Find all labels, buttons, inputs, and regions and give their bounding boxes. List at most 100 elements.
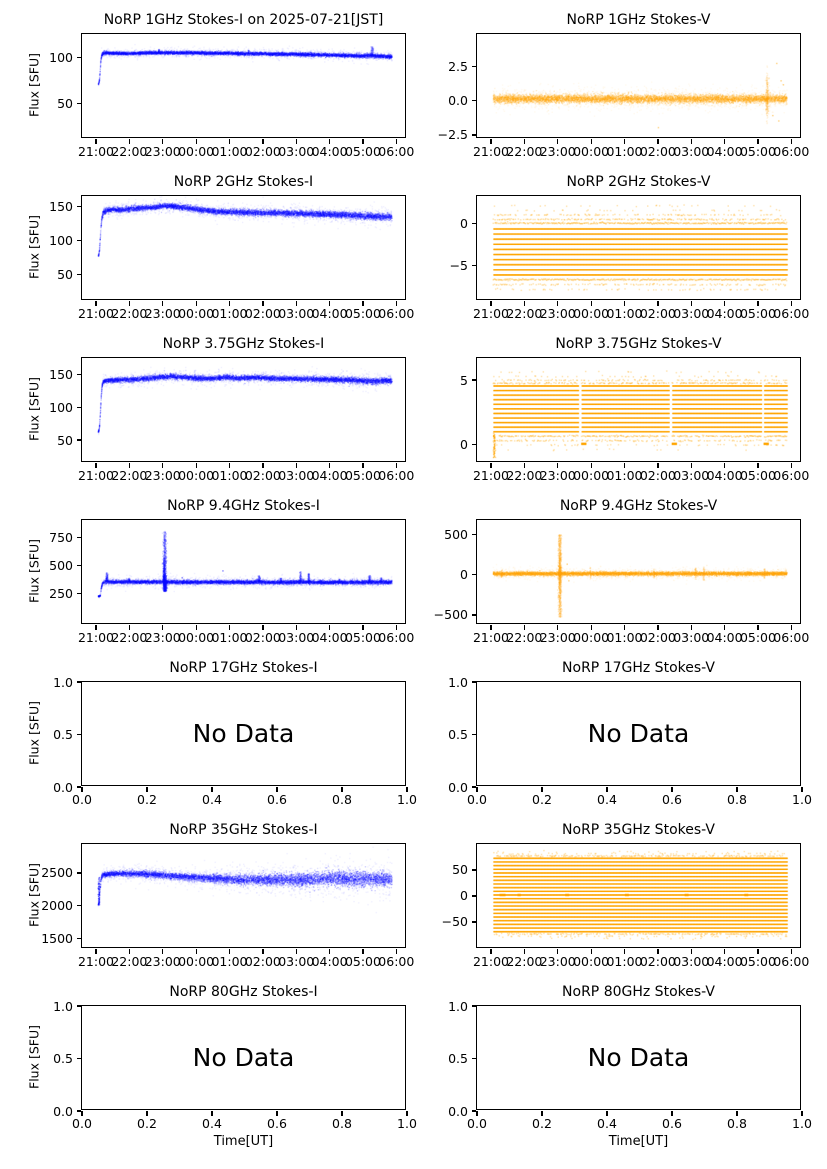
x-tick-mark	[476, 1111, 478, 1116]
y-tick-label: 0	[460, 888, 468, 904]
x-tick-label: 0.0	[467, 792, 487, 807]
y-tick-mark	[76, 406, 81, 408]
x-tick-mark	[623, 463, 626, 468]
y-tick-mark	[471, 614, 476, 616]
x-tick-label: 0.0	[72, 792, 92, 807]
y-tick-label: 0.0	[448, 93, 468, 109]
x-tick-mark	[228, 139, 231, 144]
y-tick-mark	[471, 379, 476, 381]
y-tick-mark	[471, 733, 476, 736]
x-tick-label: 05:00	[344, 954, 381, 969]
x-tick-mark	[657, 625, 659, 630]
x-tick-mark	[395, 949, 398, 954]
x-tick-label: 01:00	[211, 954, 248, 969]
x-tick-mark	[195, 301, 197, 306]
y-tick-mark	[76, 1005, 81, 1007]
x-tick-label: 06:00	[773, 306, 810, 321]
plot-canvas	[82, 520, 405, 623]
y-tick-mark	[471, 921, 476, 923]
x-tick-label: 04:00	[311, 954, 348, 969]
y-tick-mark	[76, 537, 81, 539]
x-tick-mark	[406, 1111, 408, 1116]
x-tick-label: 00:00	[573, 306, 610, 321]
y-tick-mark	[471, 134, 476, 136]
x-tick-mark	[623, 301, 626, 306]
plot-title: NoRP 9.4GHz Stokes-V	[559, 498, 718, 514]
y-tick-mark	[471, 681, 476, 683]
x-tick-mark	[490, 625, 492, 630]
subplot-norp-35ghz-stokes-i: NoRP 35GHz Stokes-I 2500 2000 1500 21:00 22:0…	[27, 822, 415, 969]
plot-title: NoRP 17GHz Stokes-I	[169, 660, 318, 676]
subplot-norp-9.4ghz-stokes-v: NoRP 9.4GHz Stokes-V 500 0 −500 21:00 22:00 23…	[434, 498, 810, 645]
subplot-norp-9.4ghz-stokes-i: NoRP 9.4GHz Stokes-I 750 500 250 21:00 22:00 2…	[27, 498, 415, 645]
x-tick-mark	[590, 301, 592, 306]
x-tick-mark	[395, 139, 398, 144]
x-tick-mark	[606, 1111, 608, 1116]
x-tick-label: 22:00	[506, 954, 543, 969]
x-tick-mark	[757, 463, 759, 468]
x-tick-label: 0.8	[332, 1116, 352, 1131]
x-tick-label: 04:00	[311, 306, 348, 321]
x-tick-mark	[757, 625, 759, 630]
x-tick-mark	[490, 949, 492, 954]
subplot-norp-3.75ghz-stokes-i: NoRP 3.75GHz Stokes-I 150 100 50 21:00 22:00 2…	[27, 336, 415, 483]
x-tick-mark	[262, 625, 264, 630]
y-tick-mark	[471, 223, 476, 225]
no-data-text: No Data	[192, 719, 295, 748]
x-tick-label: 0.8	[332, 792, 352, 807]
x-tick-label: 0.6	[662, 1116, 682, 1131]
plot-canvas	[82, 34, 405, 137]
x-tick-label: 03:00	[278, 954, 315, 969]
x-tick-mark	[128, 301, 131, 306]
y-tick-label: 150	[49, 366, 73, 382]
y-tick-label: 1.0	[53, 998, 73, 1014]
x-tick-mark	[623, 625, 626, 630]
subplot-norp-3.75ghz-stokes-v: NoRP 3.75GHz Stokes-V 5 0 21:00 22:00 23:00 00…	[460, 336, 809, 483]
x-tick-mark	[395, 463, 398, 468]
y-tick-mark	[471, 786, 476, 788]
x-tick-mark	[523, 139, 526, 144]
subplot-norp-35ghz-stokes-v: NoRP 35GHz Stokes-V 50 0 −50 21:00 22:00 23:00…	[442, 822, 810, 969]
y-tick-mark	[76, 1057, 81, 1060]
x-tick-mark	[790, 301, 793, 306]
x-tick-mark	[690, 139, 692, 144]
y-tick-label: 0.5	[53, 727, 73, 742]
x-tick-label: 21:00	[77, 144, 115, 159]
x-tick-mark	[606, 787, 608, 792]
plot-canvas	[82, 196, 405, 299]
y-tick-label: 2500	[41, 865, 73, 881]
x-tick-mark	[490, 463, 492, 468]
x-tick-mark	[657, 139, 659, 144]
x-tick-label: 23:00	[539, 306, 576, 321]
plot-title: NoRP 1GHz Stokes-I on 2025-07-21[JST]	[103, 12, 384, 28]
x-tick-mark	[523, 949, 526, 954]
plot-canvas	[82, 844, 405, 947]
x-tick-mark	[757, 301, 759, 306]
x-tick-label: 04:00	[311, 144, 348, 159]
plot-canvas	[82, 682, 405, 785]
y-tick-label: 0	[460, 216, 468, 232]
x-tick-mark	[523, 463, 526, 468]
x-tick-mark	[541, 787, 543, 792]
x-tick-mark	[671, 1111, 673, 1116]
x-tick-label: 22:00	[111, 144, 148, 159]
x-tick-label: 03:00	[278, 144, 315, 159]
y-tick-label: 0	[460, 567, 468, 583]
y-tick-mark	[76, 681, 81, 683]
x-tick-label: 22:00	[111, 306, 148, 321]
subplot-norp-1ghz-stokes-i: NoRP 1GHz Stokes-I on 2025-07-21[JST] 100…	[27, 12, 415, 159]
y-tick-mark	[76, 872, 81, 874]
x-tick-label: 23:00	[144, 954, 181, 969]
x-tick-label: 01:00	[211, 306, 248, 321]
y-axis-label: Flux [SFU]	[26, 539, 42, 604]
plot-canvas	[477, 358, 800, 461]
x-tick-label: 05:00	[739, 144, 776, 159]
x-tick-label: 01:00	[211, 630, 248, 645]
x-tick-label: 03:00	[278, 306, 315, 321]
x-tick-label: 21:00	[472, 468, 510, 483]
y-tick-label: 100	[49, 50, 73, 66]
y-tick-label: 0.0	[448, 1103, 468, 1119]
x-tick-mark	[328, 463, 331, 468]
y-tick-label: 1.0	[448, 674, 468, 690]
x-tick-mark	[790, 139, 793, 144]
